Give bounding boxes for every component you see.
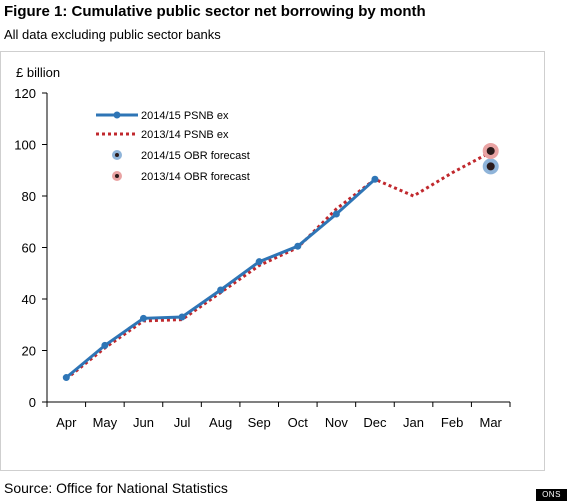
x-tick-label: Feb bbox=[441, 415, 463, 430]
data-point-2014-15 bbox=[217, 286, 225, 294]
data-point-2014-15 bbox=[255, 258, 263, 266]
data-point-2014-15 bbox=[294, 242, 302, 250]
x-tick-label: Nov bbox=[325, 415, 349, 430]
series-line-2013-14 bbox=[65, 150, 492, 380]
y-tick-label: 40 bbox=[22, 292, 36, 307]
chart-frame bbox=[0, 51, 545, 471]
y-tick-label: 0 bbox=[29, 395, 36, 410]
legend-swatch-dot-center bbox=[115, 153, 119, 157]
series-line-2014-15 bbox=[65, 178, 377, 379]
legend-label: 2013/14 PSNB ex bbox=[141, 129, 229, 141]
y-tick-label: 60 bbox=[22, 241, 36, 256]
y-tick-label: 100 bbox=[14, 138, 36, 153]
forecast-point-center bbox=[486, 162, 495, 171]
figure-title: Figure 1: Cumulative public sector net b… bbox=[4, 3, 426, 20]
legend-swatch-dot-center bbox=[115, 174, 119, 178]
x-tick-label: Apr bbox=[56, 415, 77, 430]
legend-swatch-marker bbox=[113, 111, 121, 119]
y-tick-label: 120 bbox=[14, 86, 36, 101]
x-tick-label: May bbox=[93, 415, 118, 430]
y-tick-label: 20 bbox=[22, 344, 36, 359]
data-point-2014-15 bbox=[101, 341, 109, 349]
legend-label: 2013/14 OBR forecast bbox=[141, 171, 250, 183]
data-point-2014-15 bbox=[371, 175, 379, 183]
x-tick-label: Jun bbox=[133, 415, 154, 430]
source-note: Source: Office for National Statistics bbox=[4, 480, 228, 496]
legend-label: 2014/15 OBR forecast bbox=[141, 150, 250, 162]
data-point-2014-15 bbox=[332, 210, 340, 218]
data-point-2014-15 bbox=[139, 314, 147, 322]
legend-label: 2014/15 PSNB ex bbox=[141, 110, 229, 122]
x-tick-label: Mar bbox=[480, 415, 503, 430]
forecast-point-center bbox=[486, 146, 495, 155]
x-tick-label: Aug bbox=[209, 415, 232, 430]
x-tick-label: Sep bbox=[248, 415, 271, 430]
data-point-2014-15 bbox=[178, 313, 186, 321]
y-tick-label: 80 bbox=[22, 189, 36, 204]
figure-subtitle: All data excluding public sector banks bbox=[4, 27, 221, 42]
x-tick-label: Jan bbox=[403, 415, 424, 430]
y-axis-unit-label: £ billion bbox=[16, 65, 60, 80]
ons-badge: ONS bbox=[536, 489, 567, 501]
x-tick-label: Dec bbox=[363, 415, 387, 430]
x-tick-label: Jul bbox=[174, 415, 191, 430]
data-point-2014-15 bbox=[62, 374, 70, 382]
x-tick-label: Oct bbox=[288, 415, 309, 430]
